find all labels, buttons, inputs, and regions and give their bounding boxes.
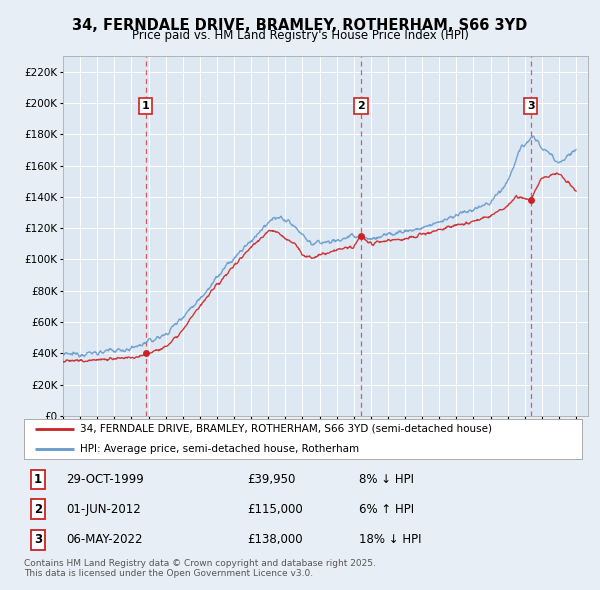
Text: Price paid vs. HM Land Registry's House Price Index (HPI): Price paid vs. HM Land Registry's House …	[131, 30, 469, 42]
Text: 8% ↓ HPI: 8% ↓ HPI	[359, 473, 414, 486]
Text: 2: 2	[34, 503, 42, 516]
Text: 18% ↓ HPI: 18% ↓ HPI	[359, 533, 421, 546]
Text: 34, FERNDALE DRIVE, BRAMLEY, ROTHERHAM, S66 3YD: 34, FERNDALE DRIVE, BRAMLEY, ROTHERHAM, …	[73, 18, 527, 32]
Text: 2: 2	[357, 101, 365, 111]
Text: 1: 1	[34, 473, 42, 486]
Text: 1: 1	[142, 101, 149, 111]
Text: 6% ↑ HPI: 6% ↑ HPI	[359, 503, 414, 516]
Text: 01-JUN-2012: 01-JUN-2012	[66, 503, 140, 516]
Text: 3: 3	[34, 533, 42, 546]
Text: Contains HM Land Registry data © Crown copyright and database right 2025.: Contains HM Land Registry data © Crown c…	[24, 559, 376, 568]
Text: 06-MAY-2022: 06-MAY-2022	[66, 533, 142, 546]
Text: 34, FERNDALE DRIVE, BRAMLEY, ROTHERHAM, S66 3YD (semi-detached house): 34, FERNDALE DRIVE, BRAMLEY, ROTHERHAM, …	[80, 424, 492, 434]
Text: 29-OCT-1999: 29-OCT-1999	[66, 473, 143, 486]
Text: £138,000: £138,000	[247, 533, 303, 546]
Text: £115,000: £115,000	[247, 503, 303, 516]
Text: HPI: Average price, semi-detached house, Rotherham: HPI: Average price, semi-detached house,…	[80, 444, 359, 454]
Text: 3: 3	[527, 101, 535, 111]
Text: £39,950: £39,950	[247, 473, 296, 486]
Text: This data is licensed under the Open Government Licence v3.0.: This data is licensed under the Open Gov…	[24, 569, 313, 578]
